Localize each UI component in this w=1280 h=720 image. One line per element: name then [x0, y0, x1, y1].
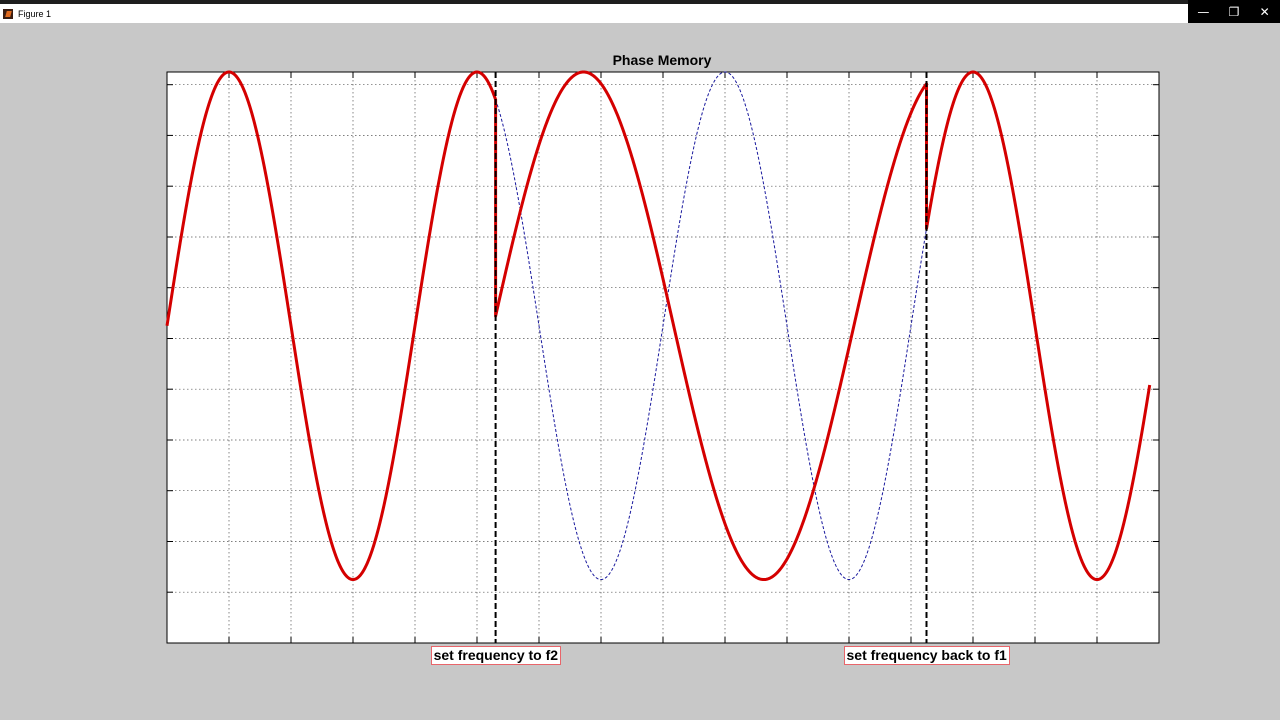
window-titlebar[interactable]: Figure 1 [0, 4, 1280, 23]
window-top-edge [0, 0, 1280, 4]
matlab-icon [3, 8, 13, 19]
window-title: Figure 1 [18, 8, 52, 19]
output-signal-line [165, 70, 1152, 582]
series-layer [165, 70, 1152, 582]
event-marker-layer [494, 72, 928, 643]
close-button[interactable]: ✕ [1259, 4, 1270, 19]
chart-title: Phase Memory [613, 52, 712, 68]
event-annotation-f2: set frequency to f2 [430, 646, 562, 665]
minimize-button[interactable]: — [1197, 4, 1210, 19]
reference-signal-line [495, 71, 927, 581]
maximize-button[interactable]: ❐ [1228, 4, 1240, 19]
event-annotation-f1: set frequency back to f1 [843, 646, 1010, 665]
window-controls: — ❐ ✕ [1188, 0, 1280, 23]
